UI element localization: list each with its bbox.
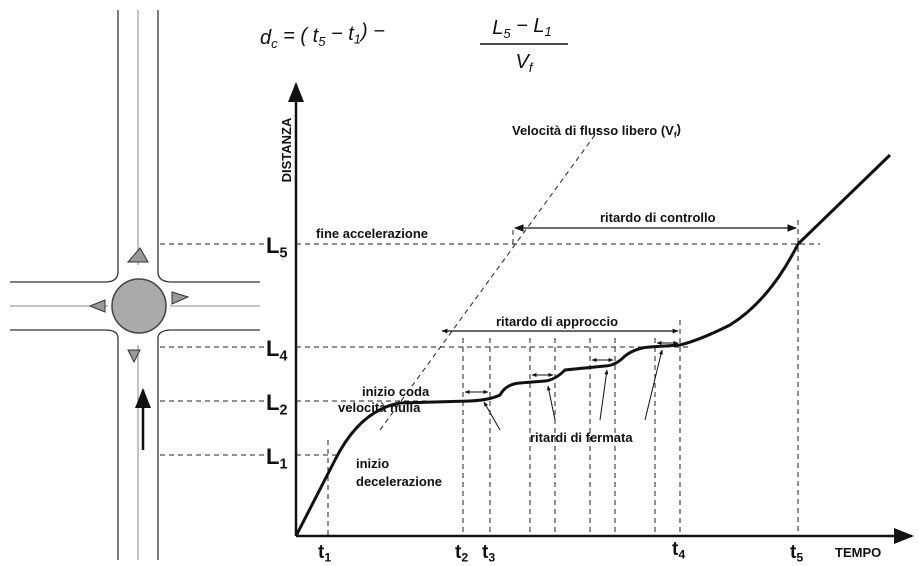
- subscript: 3: [488, 551, 495, 565]
- subscript: c: [271, 36, 278, 51]
- subscript: f: [674, 130, 677, 140]
- text-part: t: [318, 542, 325, 563]
- text-part: t: [672, 539, 679, 560]
- text-part: t: [313, 25, 320, 47]
- text-part: L: [266, 444, 279, 469]
- annotation: ritardo di approccio: [496, 314, 618, 329]
- annotation: Velocità di flusso libero (Vf): [512, 122, 681, 140]
- annotation: velocità nulla: [338, 400, 421, 415]
- y-axis-label: DISTANZA: [279, 117, 294, 182]
- subscript: 1: [354, 32, 361, 47]
- subscript: 1: [324, 551, 331, 565]
- text-part: ) −: [359, 21, 385, 43]
- text-part: ): [677, 122, 681, 137]
- text-part: L: [533, 15, 544, 37]
- subscript: 5: [318, 34, 326, 49]
- annotation: ritardo di controllo: [600, 210, 716, 225]
- subscript: 4: [678, 548, 685, 562]
- stop-delay-arrows: [464, 341, 679, 431]
- subscript: 5: [796, 551, 803, 565]
- distance-label: L4: [266, 336, 287, 364]
- annotation: fine accelerazione: [316, 226, 428, 241]
- formula: dc = ( t5 − t1) −: [260, 21, 385, 51]
- distance-label: L5: [266, 233, 287, 261]
- distance-label: L2: [266, 390, 287, 418]
- annotation: inizio: [356, 456, 389, 471]
- text-part: L: [266, 390, 279, 415]
- text-part: −: [325, 23, 348, 45]
- subscript: 1: [545, 24, 552, 39]
- subscript: 5: [503, 26, 511, 41]
- guides: [160, 127, 820, 536]
- annotation: decelerazione: [356, 474, 442, 489]
- text-part: d: [260, 27, 272, 49]
- subscript: 4: [279, 348, 287, 364]
- text-part: −: [511, 15, 534, 37]
- formula-denominator: Vf: [516, 51, 534, 75]
- text-part: Velocità di flusso libero (V: [512, 123, 674, 138]
- time-label: t3: [482, 542, 495, 565]
- text-part: L: [266, 233, 279, 258]
- text-part: t: [790, 542, 797, 563]
- formula-numerator: L5 − L1: [492, 15, 552, 41]
- time-label: t5: [790, 542, 803, 565]
- text-part: = (: [278, 25, 313, 47]
- subscript: 1: [279, 456, 287, 472]
- subscript: 2: [461, 551, 468, 565]
- text-part: t: [482, 542, 489, 563]
- subscript: f: [529, 60, 534, 75]
- time-label: t4: [672, 539, 685, 562]
- intersection: [10, 10, 260, 560]
- time-label: t1: [318, 542, 331, 565]
- text-part: t: [348, 23, 355, 45]
- trajectory: [294, 153, 892, 537]
- time-label: t2: [455, 542, 468, 565]
- text-part: L: [266, 336, 279, 361]
- subscript: 5: [279, 245, 287, 261]
- subscript: 2: [279, 402, 287, 418]
- x-axis-label: TEMPO: [835, 545, 881, 560]
- text-part: V: [516, 51, 531, 73]
- text-part: t: [455, 542, 462, 563]
- annotation: ritardi di fermata: [530, 430, 633, 445]
- distance-label: L1: [266, 444, 287, 472]
- annotation: inizio coda: [362, 384, 430, 399]
- text-part: L: [492, 17, 503, 39]
